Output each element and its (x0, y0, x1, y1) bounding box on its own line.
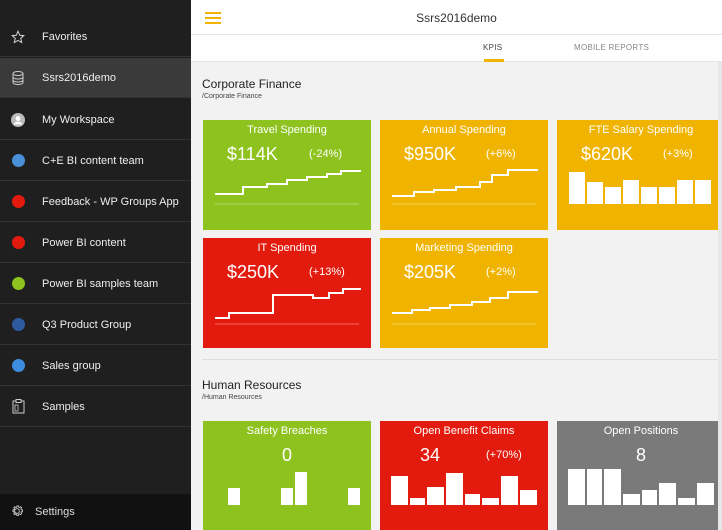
kpi-tile-travel-spending[interactable]: Travel Spending $114K (-24%) (203, 120, 371, 230)
section-title: Human Resources (202, 378, 302, 392)
group-dot-icon (11, 277, 25, 290)
section-path: /Corporate Finance (202, 93, 262, 100)
hamburger-menu-icon[interactable] (205, 12, 221, 24)
kpi-name: Marketing Spending (415, 242, 513, 254)
navigation-sidebar: Favorites Ssrs2016demo My Workspace C+E … (0, 0, 191, 530)
sidebar-item-sales-group[interactable]: Sales group (0, 346, 191, 386)
kpi-name: Annual Spending (422, 124, 506, 136)
kpi-value: $114K (227, 144, 278, 164)
kpi-change: (+3%) (663, 148, 693, 160)
group-dot-icon (11, 359, 25, 372)
kpi-name: Safety Breaches (246, 425, 328, 437)
sidebar-item-label: Samples (42, 400, 85, 413)
kpi-change: (-24%) (309, 148, 343, 160)
kpi-tile-it-spending[interactable]: IT Spending $250K (+13%) (203, 238, 371, 348)
database-icon (10, 70, 26, 86)
section-title: Corporate Finance (202, 77, 302, 91)
clipboard-icon (10, 399, 26, 415)
kpi-tile-marketing-spending[interactable]: Marketing Spending $205K (+2%) (380, 238, 548, 348)
kpi-name: FTE Salary Spending (588, 124, 694, 136)
step-line-sparkline (215, 288, 361, 325)
kpi-name: IT Spending (257, 242, 317, 254)
kpi-change: (+2%) (486, 266, 516, 278)
step-line-sparkline (215, 170, 361, 205)
kpi-tile-annual-spending[interactable]: Annual Spending $950K (+6%) (380, 120, 548, 230)
sidebar-item-label: Q3 Product Group (42, 318, 132, 331)
sidebar-item-label: Feedback - WP Groups App (42, 195, 179, 208)
sidebar-item-label: My Workspace (42, 113, 115, 126)
content-scrollbar[interactable] (718, 62, 722, 530)
sidebar-item-favorites[interactable]: Favorites (0, 17, 191, 57)
tab-mobile-reports[interactable]: MOBILE REPORTS (574, 43, 650, 52)
section-path: /Human Resources (202, 394, 262, 401)
page-title: Ssrs2016demo (416, 11, 497, 25)
kpi-value: $250K (227, 262, 280, 282)
kpi-value: $950K (404, 144, 457, 164)
group-dot-icon (11, 195, 25, 208)
sidebar-item-power-bi-content[interactable]: Power BI content (0, 223, 191, 263)
sidebar-item-samples[interactable]: Samples (0, 387, 191, 427)
sidebar-item-power-bi-samples-team[interactable]: Power BI samples team (0, 264, 191, 304)
kpi-tile-open-benefit-claims[interactable]: Open Benefit Claims 34 (+70%) (380, 421, 548, 530)
sidebar-item-label: Favorites (42, 30, 88, 43)
sidebar-item-label: C+E BI content team (42, 154, 144, 167)
sidebar-item-feedback-wp-groups-app[interactable]: Feedback - WP Groups App (0, 182, 191, 222)
sidebar-item-ce-bi-content-team[interactable]: C+E BI content team (0, 141, 191, 181)
gear-icon (10, 504, 26, 520)
group-dot-icon (11, 236, 25, 249)
kpi-name: Travel Spending (247, 124, 327, 136)
user-avatar-icon (10, 112, 26, 128)
sidebar-item-ssrs2016demo[interactable]: Ssrs2016demo (0, 58, 191, 98)
kpi-value: $205K (404, 262, 457, 282)
kpi-value: 0 (281, 445, 292, 465)
active-tab-indicator (484, 59, 504, 62)
sidebar-item-label: Ssrs2016demo (42, 71, 116, 84)
sidebar-item-label: Sales group (42, 359, 101, 372)
kpi-tile-fte-salary-spending[interactable]: FTE Salary Spending $620K (+3%) (557, 120, 722, 230)
group-dot-icon (11, 318, 25, 331)
tab-kpis[interactable]: KPIS (483, 43, 503, 52)
step-line-sparkline (392, 291, 538, 325)
step-line-sparkline (392, 169, 538, 205)
sidebar-item-q3-product-group[interactable]: Q3 Product Group (0, 305, 191, 345)
bar-sparkline (228, 472, 360, 505)
kpi-change: (+70%) (486, 449, 522, 461)
kpi-value: 34 (420, 445, 441, 465)
settings-label: Settings (35, 506, 75, 518)
kpi-change: (+13%) (309, 266, 345, 278)
sidebar-item-label: Power BI samples team (42, 277, 159, 290)
tab-bar: KPIS MOBILE REPORTS (191, 35, 722, 62)
kpi-tile-safety-breaches[interactable]: Safety Breaches 0 (203, 421, 371, 530)
bar-sparkline (568, 469, 714, 505)
section-divider (202, 359, 722, 360)
kpi-change: (+6%) (486, 148, 516, 160)
main-content: Corporate Finance /Corporate Finance Tra… (191, 62, 722, 530)
kpi-name: Open Benefit Claims (413, 425, 515, 437)
sidebar-item-label: Power BI content (42, 236, 126, 249)
app-header: Ssrs2016demo (191, 0, 722, 35)
sidebar-item-my-workspace[interactable]: My Workspace (0, 100, 191, 140)
settings-button[interactable]: Settings (0, 494, 191, 530)
group-dot-icon (11, 154, 25, 167)
kpi-value: $620K (581, 144, 634, 164)
bar-sparkline (391, 473, 537, 505)
bar-sparkline (569, 172, 711, 204)
star-icon (10, 29, 26, 45)
kpi-name: Open Positions (603, 425, 679, 437)
kpi-value: 8 (635, 445, 646, 465)
kpi-tile-open-positions[interactable]: Open Positions 8 (557, 421, 722, 530)
